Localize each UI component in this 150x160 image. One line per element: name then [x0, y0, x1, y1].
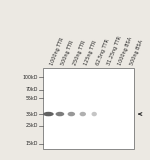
Text: 35kD: 35kD — [26, 112, 38, 116]
Text: 62.5ng TTR: 62.5ng TTR — [95, 38, 110, 66]
Text: 250ng TTR: 250ng TTR — [72, 39, 87, 66]
Ellipse shape — [43, 112, 54, 116]
Text: 31.25ng TTR: 31.25ng TTR — [106, 35, 123, 66]
Text: 100kD: 100kD — [23, 75, 38, 80]
Ellipse shape — [80, 112, 86, 116]
Text: 70kD: 70kD — [26, 87, 38, 92]
Bar — [43, 68, 134, 149]
Text: 125ng TTR: 125ng TTR — [84, 39, 98, 66]
Ellipse shape — [68, 112, 75, 116]
Text: 1000ng TTR: 1000ng TTR — [49, 36, 65, 66]
Text: 500ng BSA: 500ng BSA — [129, 39, 144, 66]
Text: 25kD: 25kD — [26, 123, 38, 128]
Ellipse shape — [56, 112, 64, 116]
Text: 15kD: 15kD — [26, 141, 38, 146]
Text: 500ng TTR: 500ng TTR — [61, 39, 75, 66]
Text: 1000ng BSA: 1000ng BSA — [118, 36, 134, 66]
Ellipse shape — [92, 112, 97, 116]
Text: 55kD: 55kD — [26, 96, 38, 101]
